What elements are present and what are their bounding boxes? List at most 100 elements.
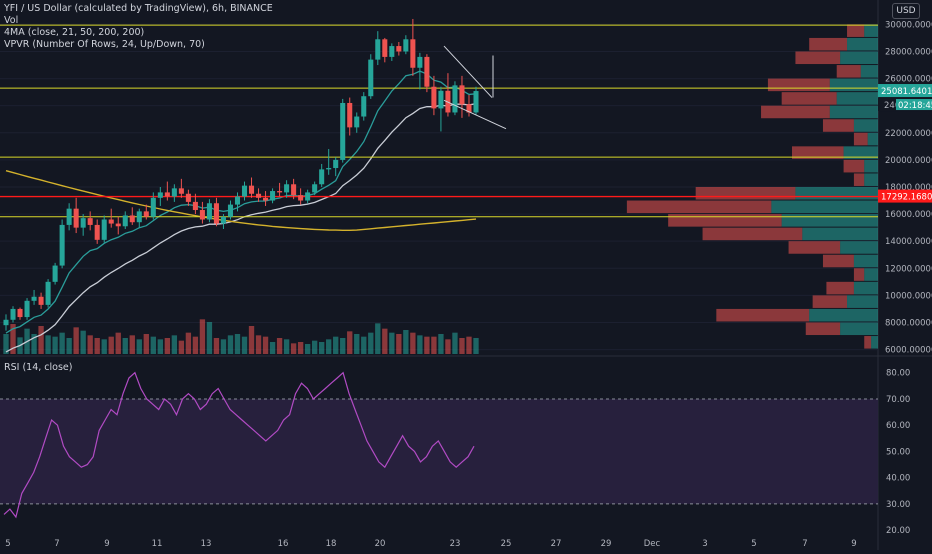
- candle: [452, 81, 458, 116]
- rsi-tick-label: 20.00: [886, 526, 910, 536]
- candle-body: [431, 86, 437, 109]
- vpvr-down-bar: [864, 336, 872, 349]
- candle: [129, 207, 135, 225]
- vpvr-up-bar: [829, 105, 878, 119]
- rsi-tick-label: 80.00: [886, 369, 910, 379]
- price-tick-label: 12000.00000: [885, 264, 932, 274]
- vpvr-up-bar: [781, 214, 878, 227]
- candle-body: [94, 224, 100, 240]
- candle-body: [417, 56, 423, 68]
- volume-bar: [171, 335, 178, 354]
- rsi-tick-label: 40.00: [886, 474, 910, 484]
- candle-body: [438, 90, 444, 109]
- candle: [17, 307, 23, 320]
- candle-body: [263, 197, 269, 201]
- time-axis-label: 5: [5, 539, 10, 549]
- vpvr-up-bar: [836, 92, 878, 105]
- candle: [354, 112, 360, 133]
- vpvr-down-bar: [695, 186, 796, 200]
- vpvr-down-bar: [847, 24, 865, 37]
- volume-bar: [466, 336, 472, 354]
- candle: [66, 203, 72, 231]
- candle: [150, 192, 156, 220]
- candle-body: [305, 192, 311, 201]
- moving-average-legend[interactable]: 4MA (close, 21, 50, 200, 200): [4, 27, 145, 38]
- volume-bar: [319, 342, 325, 354]
- volume-bar: [459, 338, 465, 354]
- candle: [319, 163, 325, 187]
- vpvr-down-bar: [836, 65, 861, 78]
- candle: [136, 208, 142, 228]
- vpvr-down-bar: [716, 308, 810, 322]
- currency-button[interactable]: USD: [892, 3, 920, 19]
- candle: [31, 289, 37, 305]
- candle-body: [340, 102, 346, 160]
- candle-body: [10, 308, 16, 320]
- vpvr-up-bar: [847, 37, 878, 51]
- volume-bar: [157, 339, 163, 354]
- candle-body: [80, 218, 86, 228]
- candle-body: [108, 219, 114, 224]
- volume-bar: [297, 342, 304, 354]
- vpvr-up-bar: [853, 254, 878, 268]
- candle: [122, 211, 128, 229]
- rsi-tick-label: 50.00: [886, 447, 910, 457]
- candle: [312, 181, 318, 196]
- price-tick-label: 10000.00000: [885, 291, 932, 301]
- candle: [333, 157, 339, 177]
- volume-bar: [424, 336, 430, 354]
- volume-bar: [438, 334, 444, 354]
- time-axis-label: 3: [702, 539, 707, 549]
- vpvr-up-bar: [843, 146, 878, 159]
- volume-bar: [255, 335, 262, 354]
- time-axis-label: 5: [751, 539, 756, 549]
- volume-bar: [389, 332, 395, 354]
- vpvr-legend[interactable]: VPVR (Number Of Rows, 24, Up/Down, 70): [4, 39, 205, 50]
- volume-bar: [311, 340, 318, 354]
- candle: [185, 189, 191, 206]
- rsi-legend[interactable]: RSI (14, close): [4, 362, 73, 373]
- time-axis-label: 29: [601, 539, 612, 549]
- volume-bar: [445, 339, 451, 354]
- vpvr-up-bar: [871, 336, 878, 349]
- candle-body: [178, 188, 184, 194]
- candle: [80, 214, 86, 236]
- volume-bar: [80, 330, 86, 354]
- symbol-title[interactable]: YFI / US Dollar (calculated by TradingVi…: [4, 3, 273, 14]
- volume-bar: [199, 319, 206, 354]
- volume-bar: [417, 335, 423, 354]
- vpvr-up-bar: [829, 78, 878, 92]
- volume-bar: [220, 339, 227, 354]
- candle: [199, 201, 205, 224]
- volume-legend[interactable]: Vol: [4, 15, 19, 26]
- volume-bar: [129, 335, 135, 354]
- candle: [382, 37, 388, 63]
- candle: [368, 54, 374, 99]
- volume-bar: [31, 334, 37, 354]
- volume-bar: [45, 335, 51, 354]
- candle-body: [206, 203, 212, 220]
- support-price-label: 17292.16807: [881, 193, 932, 203]
- ma-fast-line: [5, 70, 477, 334]
- rsi-line: [3, 371, 475, 519]
- candle: [445, 73, 451, 117]
- time-axis-label: 16: [278, 539, 289, 549]
- candle: [340, 98, 346, 163]
- candle-body: [277, 191, 283, 193]
- time-axis-label: Dec: [644, 539, 661, 549]
- candle-body: [136, 211, 142, 223]
- time-axis-label: 20: [375, 539, 386, 549]
- candle-body: [31, 296, 37, 301]
- candle: [87, 211, 93, 231]
- candle-body: [396, 46, 402, 52]
- candle: [241, 181, 248, 201]
- vpvr-up-bar: [864, 159, 878, 173]
- candle-body: [24, 300, 30, 318]
- candle-body: [368, 59, 374, 97]
- volume-bar: [431, 336, 437, 354]
- volume-bar: [248, 326, 255, 354]
- vpvr-down-bar: [843, 159, 865, 173]
- candle-body: [129, 215, 135, 223]
